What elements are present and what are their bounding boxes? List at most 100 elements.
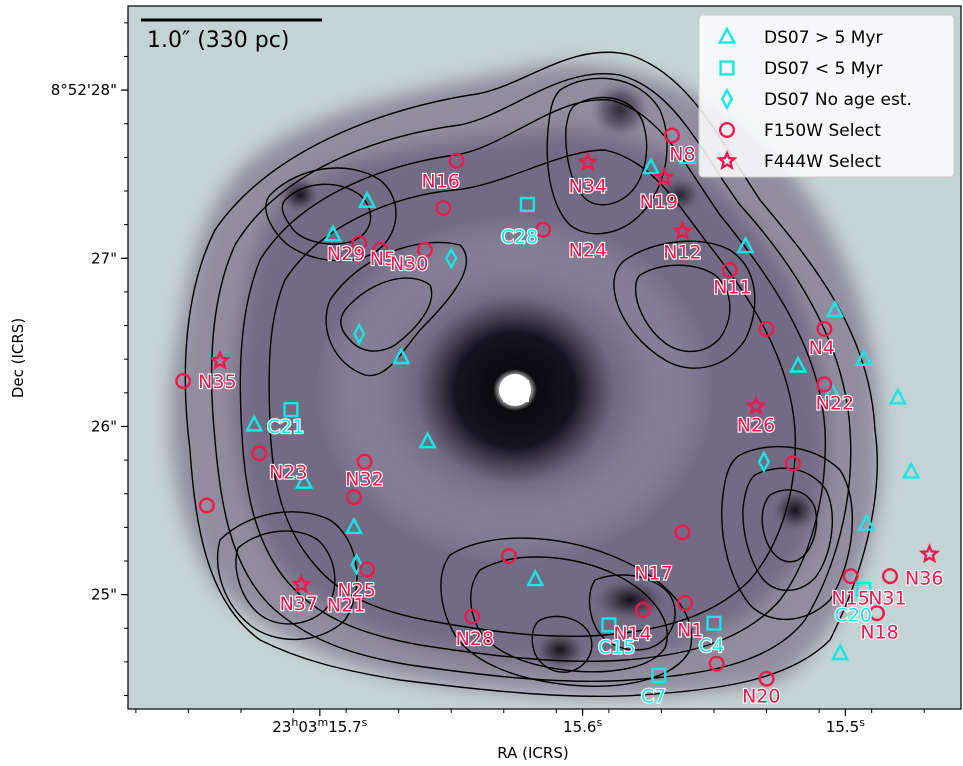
source-label: N5 xyxy=(370,248,396,270)
circle-marker xyxy=(708,655,725,672)
source-label: N22 xyxy=(816,393,854,415)
circle-marker xyxy=(635,601,652,618)
square-marker xyxy=(651,667,667,683)
source-label: N32 xyxy=(345,468,383,490)
source-label: N11 xyxy=(713,277,751,299)
contour-sw-a xyxy=(216,511,358,641)
circle-marker xyxy=(816,320,833,337)
source-label: N18 xyxy=(860,621,898,643)
source-label: C21 xyxy=(267,416,304,438)
diamond-marker xyxy=(350,553,363,576)
circle-marker xyxy=(448,152,465,169)
source-label: N36 xyxy=(905,568,943,590)
contour-ring-b xyxy=(340,277,433,352)
circle-marker xyxy=(816,376,833,393)
legend-label: F150W Select xyxy=(764,121,881,141)
legend-star-icon xyxy=(716,149,738,171)
circle-marker xyxy=(758,320,775,337)
markers-layer xyxy=(175,127,941,687)
contour-3 xyxy=(239,99,827,663)
contour-east-b xyxy=(742,467,833,591)
circle-marker xyxy=(758,670,775,687)
contour-east-a xyxy=(721,445,854,621)
clump-east xyxy=(769,486,821,534)
contour-south-c xyxy=(588,574,676,651)
x-tick-label: 15.5s xyxy=(826,716,865,736)
circle-marker xyxy=(351,235,368,252)
square-marker xyxy=(519,196,536,213)
contour-ne-b xyxy=(634,264,731,353)
legend-circle-icon xyxy=(719,121,736,138)
triangle-marker xyxy=(418,431,437,449)
y-tick-label: 8°52'28" xyxy=(51,81,117,99)
square-marker xyxy=(601,617,617,633)
source-label: N26 xyxy=(737,415,775,437)
contour-south-a xyxy=(440,537,693,687)
triangle-marker xyxy=(788,355,808,373)
source-label: N15 xyxy=(831,588,869,610)
source-label: N35 xyxy=(198,371,236,393)
contour-sw-b xyxy=(235,530,336,625)
contour-outer xyxy=(184,51,878,698)
source-label: N28 xyxy=(456,628,494,650)
contour-ring-a xyxy=(325,241,467,377)
circle-marker xyxy=(198,497,215,514)
source-label: N20 xyxy=(742,685,780,707)
source-label: N4 xyxy=(809,337,835,359)
triangle-marker xyxy=(857,513,876,531)
contours xyxy=(184,51,878,698)
contour-south-d xyxy=(531,615,593,673)
contour-east-c xyxy=(761,489,818,563)
legend-box xyxy=(698,14,955,178)
clump-north xyxy=(590,80,650,140)
triangle-marker xyxy=(344,516,364,535)
triangle-marker xyxy=(641,156,661,175)
plot-frame xyxy=(127,5,962,710)
clump-n1 xyxy=(588,575,672,625)
circle-marker xyxy=(663,127,680,144)
legend-label: DS07 < 5 Myr xyxy=(764,59,883,79)
legend-diamond-icon xyxy=(720,87,734,111)
contour-nw-a xyxy=(265,167,397,262)
triangle-marker xyxy=(888,387,908,405)
circle-marker xyxy=(372,241,389,258)
triangle-marker xyxy=(244,414,264,432)
triangle-marker xyxy=(830,642,850,661)
source-label: N31 xyxy=(868,588,906,610)
scale-bar: 1.0″ (330 pc) xyxy=(141,18,322,53)
star-marker xyxy=(209,349,231,370)
circle-marker xyxy=(435,199,452,216)
legend-label: DS07 No age est. xyxy=(764,90,912,110)
source-label: C4 xyxy=(699,635,724,657)
source-label: N12 xyxy=(663,241,701,263)
circle-marker xyxy=(868,605,885,622)
circle-marker xyxy=(784,455,801,472)
contour-south-b xyxy=(470,556,668,673)
y-tick-label: 26" xyxy=(91,417,117,435)
circle-marker xyxy=(535,221,552,238)
legend-label: DS07 > 5 Myr xyxy=(764,28,883,48)
star-marker xyxy=(577,151,599,172)
star-marker xyxy=(653,166,675,187)
source-label: N25 xyxy=(337,579,375,601)
star-marker xyxy=(290,573,312,594)
circle-marker xyxy=(677,595,694,612)
source-label: N1 xyxy=(677,620,703,642)
circle-marker xyxy=(721,262,738,279)
square-marker xyxy=(706,615,722,631)
triangle-marker xyxy=(678,146,697,165)
circle-marker xyxy=(674,524,691,541)
legend-square-icon xyxy=(719,60,735,76)
scale-bar-label: 1.0″ (330 pc) xyxy=(147,28,289,53)
contour-north-b xyxy=(565,96,648,206)
triangle-marker xyxy=(825,299,845,318)
source-label: N19 xyxy=(640,191,678,213)
triangle-marker xyxy=(294,471,314,489)
legend-triangle-icon xyxy=(717,26,737,44)
circle-marker xyxy=(359,561,376,578)
circle-marker xyxy=(251,445,268,462)
circle-marker xyxy=(175,373,192,390)
triangle-marker xyxy=(823,382,842,400)
